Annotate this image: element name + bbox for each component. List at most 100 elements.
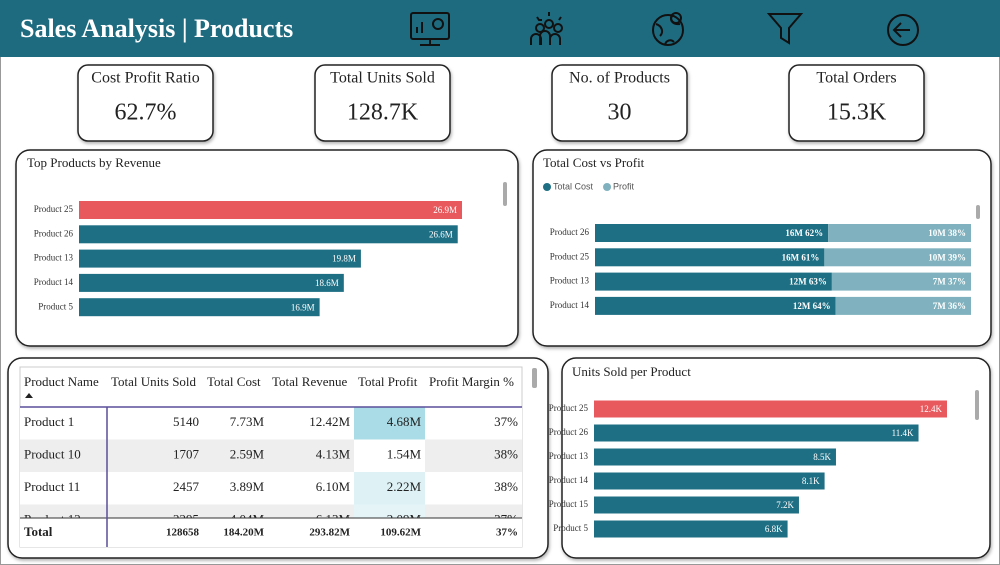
table-cell: 2.22M bbox=[387, 479, 422, 494]
bar bbox=[594, 472, 825, 490]
chart-title: Total Cost vs Profit bbox=[543, 155, 645, 170]
table-cell: 4.13M bbox=[316, 446, 351, 461]
table-cell: 38% bbox=[494, 446, 518, 461]
value-label: 26.6M bbox=[429, 229, 453, 239]
total-row bbox=[20, 518, 522, 547]
table-cell: 7.73M bbox=[230, 414, 265, 429]
profit-highlight bbox=[354, 472, 425, 505]
category-label: Product 14 bbox=[549, 475, 589, 485]
value-label: 12M 64% bbox=[793, 301, 831, 311]
column-header: Total Units Sold bbox=[111, 374, 197, 389]
total-cell: 37% bbox=[496, 527, 518, 539]
table-body: Product 1 5140 7.73M 12.42M 4.68M 37% Product … bbox=[20, 407, 522, 526]
value-label: 16.9M bbox=[291, 302, 315, 312]
category-label: Product 5 bbox=[38, 301, 73, 311]
category-label: Product 25 bbox=[34, 204, 74, 214]
category-label: Product 14 bbox=[34, 277, 74, 287]
table-cell: 2457 bbox=[173, 479, 200, 494]
table-row bbox=[20, 407, 522, 440]
kpi-label: No. of Products bbox=[569, 70, 670, 87]
value-label: 18.6M bbox=[315, 278, 339, 288]
category-label: Product 26 bbox=[549, 427, 589, 437]
category-label: Product 26 bbox=[550, 227, 590, 237]
category-label: Product 15 bbox=[549, 499, 589, 509]
header-bar bbox=[0, 0, 1000, 57]
legend-swatch bbox=[543, 183, 551, 191]
value-label: 6.8K bbox=[765, 524, 783, 534]
category-label: Product 13 bbox=[550, 276, 590, 286]
category-label: Product 25 bbox=[549, 403, 589, 413]
table-cell: 37% bbox=[494, 414, 518, 429]
kpi-label: Total Units Sold bbox=[330, 70, 435, 87]
kpi-card bbox=[314, 64, 451, 142]
filter-icon[interactable] bbox=[766, 13, 804, 45]
table-cell: 2.59M bbox=[230, 446, 265, 461]
bar bbox=[79, 201, 462, 219]
value-label: 19.8M bbox=[332, 254, 356, 264]
column-header: Total Cost bbox=[207, 374, 261, 389]
table-cell: Product 11 bbox=[24, 479, 80, 494]
table-row bbox=[20, 439, 522, 472]
total-cell: 293.82M bbox=[309, 527, 350, 539]
bar-segment bbox=[835, 296, 971, 315]
value-label: 7M 37% bbox=[933, 277, 966, 287]
cost-profit-panel bbox=[532, 149, 992, 347]
category-label: Product 13 bbox=[549, 451, 589, 461]
scrollbar[interactable] bbox=[975, 390, 979, 420]
back-icon[interactable] bbox=[887, 14, 919, 46]
bar bbox=[594, 448, 836, 466]
value-label: 7.2K bbox=[776, 500, 794, 510]
legend-label: Profit bbox=[613, 181, 635, 191]
bar-segment bbox=[595, 248, 825, 267]
total-cell: Total bbox=[24, 524, 53, 539]
dashboard-icon[interactable] bbox=[410, 12, 450, 46]
value-label: 11.4K bbox=[892, 428, 914, 438]
scrollbar[interactable] bbox=[532, 368, 537, 388]
nav-icons[interactable] bbox=[410, 12, 919, 46]
profit-highlight bbox=[354, 407, 425, 440]
bar-segment bbox=[831, 272, 971, 291]
table-cell: 37% bbox=[494, 511, 518, 526]
kpi-value: 15.3K bbox=[827, 100, 887, 126]
kpi-value: 62.7% bbox=[115, 100, 177, 126]
bar-segment bbox=[824, 248, 971, 267]
kpi-card bbox=[551, 64, 688, 142]
bar bbox=[79, 249, 361, 268]
profit-highlight bbox=[354, 439, 425, 472]
scrollbar[interactable] bbox=[503, 182, 507, 206]
value-label: 7M 36% bbox=[933, 301, 966, 311]
value-label: 8.5K bbox=[813, 452, 831, 462]
table-cell: 4.04M bbox=[230, 511, 265, 526]
category-label: Product 26 bbox=[34, 228, 74, 238]
table-cell: Product 12 bbox=[24, 511, 81, 526]
people-icon[interactable] bbox=[530, 12, 563, 45]
category-label: Product 25 bbox=[550, 251, 590, 261]
kpi-label: Cost Profit Ratio bbox=[91, 70, 199, 87]
bar bbox=[79, 273, 344, 292]
bar-segment bbox=[828, 224, 971, 242]
value-label: 12.4K bbox=[920, 404, 943, 414]
header-title: Sales Analysis | Products bbox=[20, 14, 293, 43]
table-cell: Product 1 bbox=[24, 414, 74, 429]
bar bbox=[594, 496, 799, 514]
kpi-label: Total Orders bbox=[816, 70, 896, 87]
category-label: Product 5 bbox=[553, 523, 588, 533]
bar bbox=[79, 298, 320, 317]
table-cell: 5140 bbox=[173, 414, 199, 429]
globe-icon[interactable] bbox=[652, 12, 684, 46]
bar bbox=[594, 520, 788, 538]
kpi-row: Cost Profit Ratio 62.7% Total Units Sold 12… bbox=[77, 64, 925, 142]
category-label: Product 14 bbox=[550, 300, 590, 310]
profit-highlight bbox=[354, 504, 425, 518]
value-label: 10M 38% bbox=[928, 228, 966, 238]
table-cell: 2295 bbox=[173, 511, 199, 526]
table-cell: 4.68M bbox=[387, 414, 422, 429]
revenue-panel bbox=[15, 149, 519, 347]
value-label: 16M 62% bbox=[785, 228, 823, 238]
bar-segment bbox=[595, 272, 832, 291]
scrollbar[interactable] bbox=[976, 205, 980, 219]
table-cell: 1707 bbox=[173, 446, 200, 461]
legend-label: Total Cost bbox=[553, 181, 594, 191]
table-row bbox=[20, 472, 522, 505]
total-cell: 109.62M bbox=[380, 527, 421, 539]
